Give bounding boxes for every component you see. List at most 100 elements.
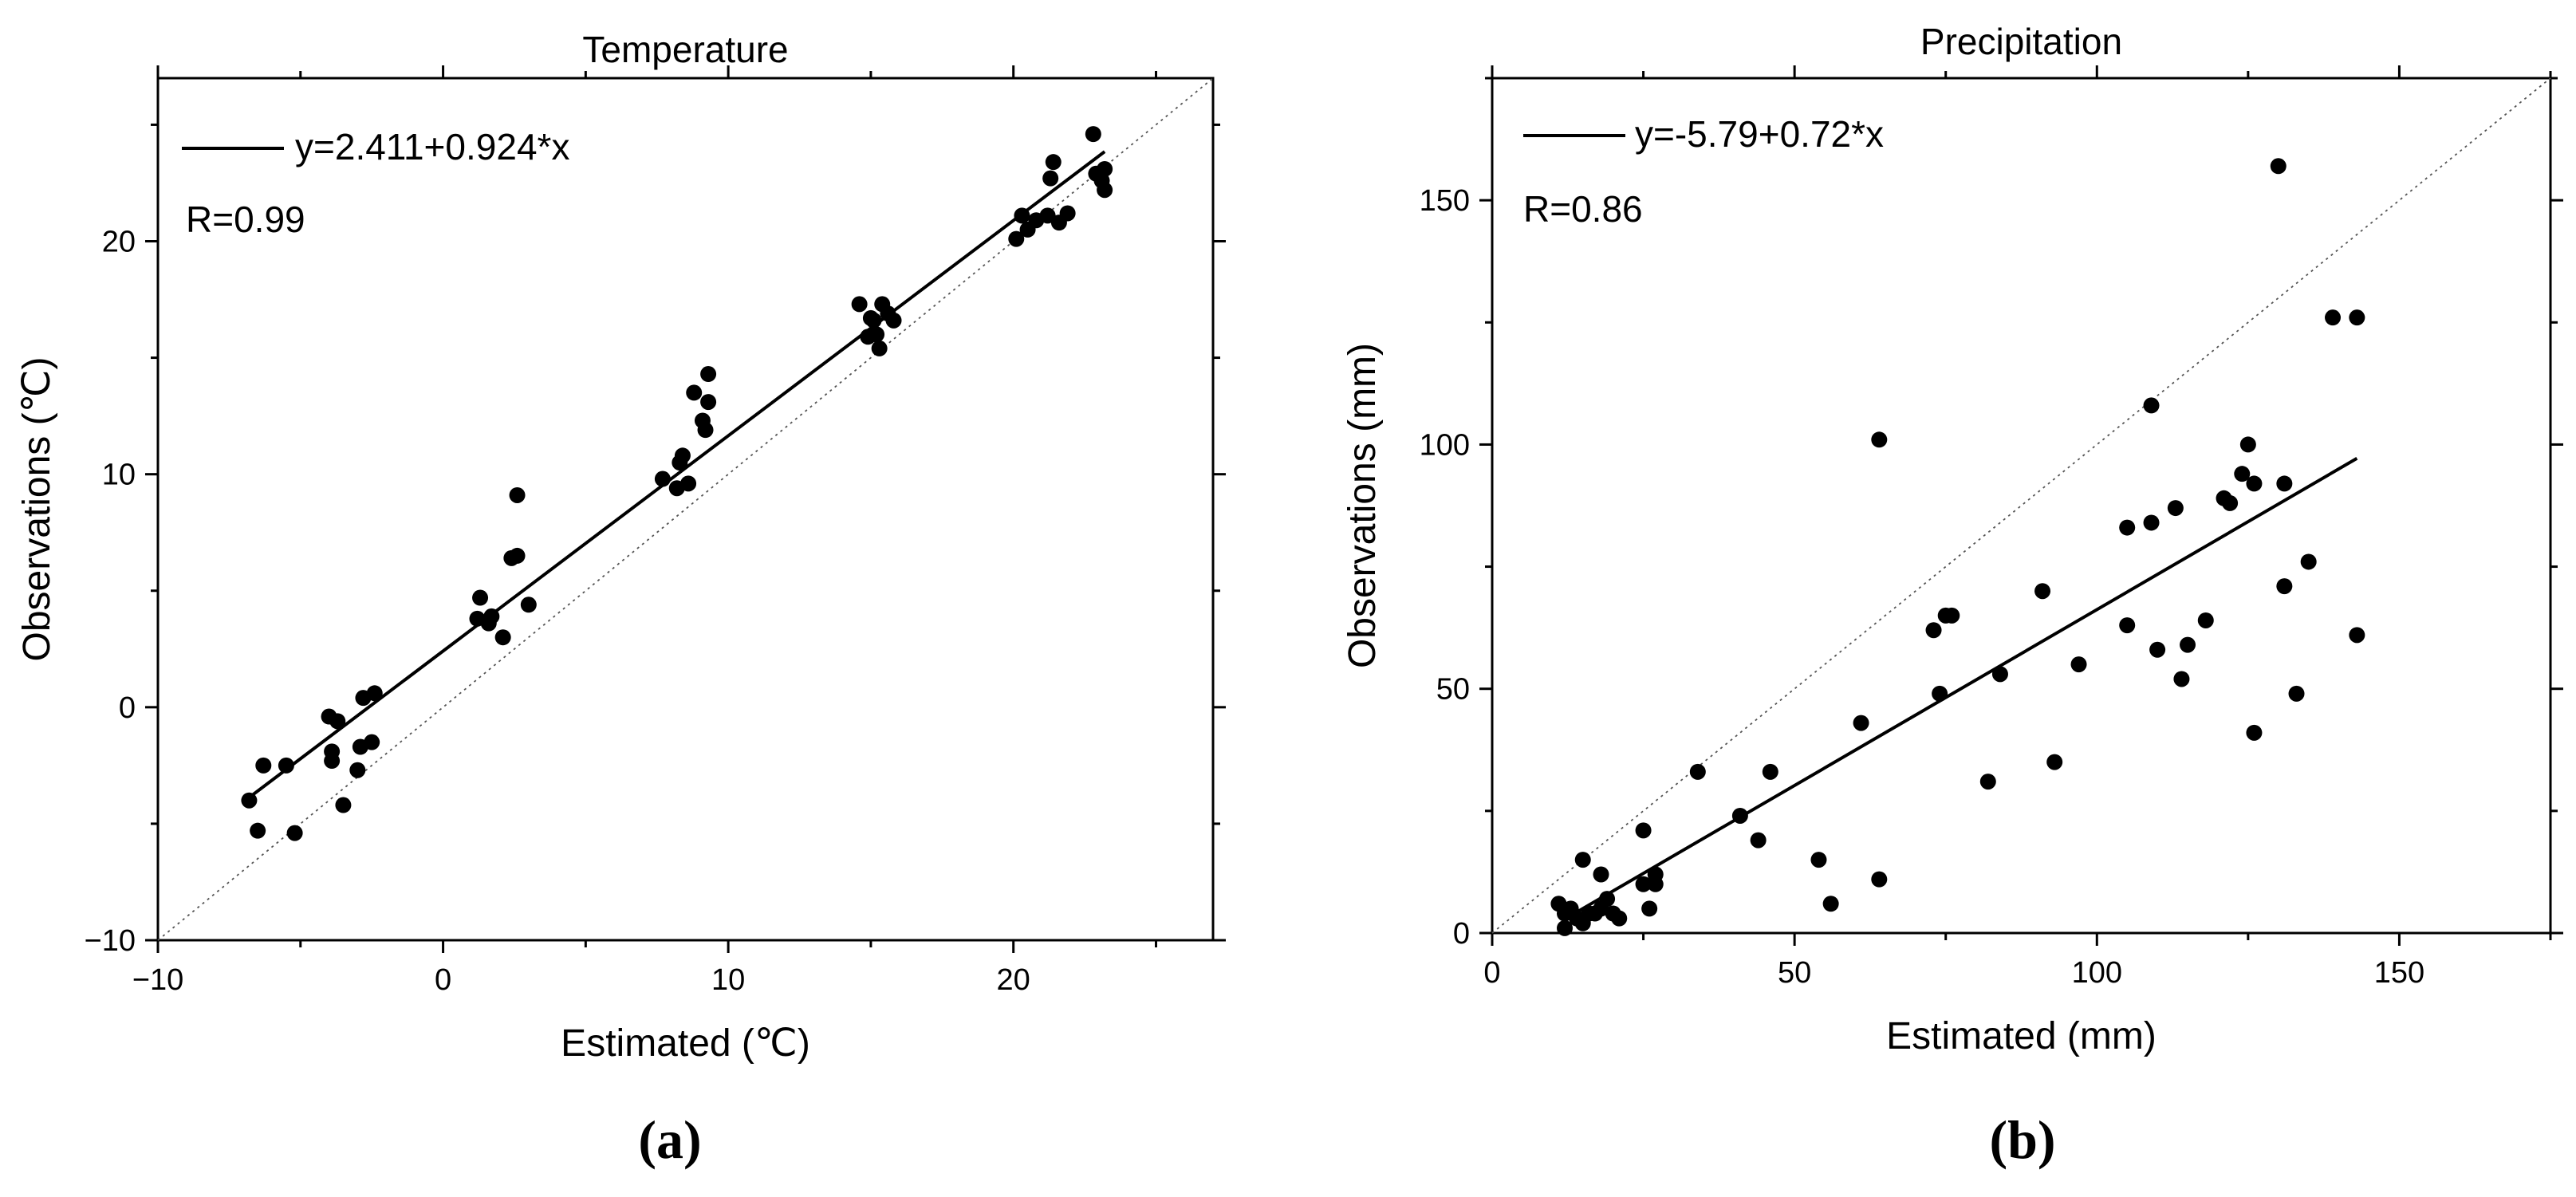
data-point: [2300, 553, 2317, 570]
data-point: [1689, 763, 1706, 780]
data-point: [472, 589, 489, 606]
data-point: [1932, 685, 1948, 702]
reference-line-1to1: [157, 77, 1214, 941]
data-point: [1593, 866, 1609, 883]
data-point: [1097, 182, 1113, 199]
legend-fit-label: y=2.411+0.924*x: [295, 126, 569, 167]
y-tick-label: 0: [119, 691, 136, 725]
data-point: [680, 475, 697, 492]
data-point: [364, 734, 380, 750]
data-point: [2149, 641, 2166, 658]
data-point: [1822, 896, 1839, 912]
x-tick-label: 50: [1778, 956, 1811, 990]
fit-line: [1563, 457, 2358, 921]
y-tick-label: 10: [102, 459, 136, 492]
data-point: [686, 384, 703, 401]
plot-frame: [156, 77, 1215, 942]
data-point: [2167, 500, 2184, 517]
data-point: [2034, 583, 2051, 600]
data-point: [1635, 822, 1652, 839]
data-point: [1085, 126, 1101, 143]
data-point: [674, 447, 691, 464]
data-point: [509, 486, 526, 503]
data-point: [2119, 617, 2136, 634]
data-point: [241, 792, 258, 809]
chart-title: Precipitation: [1920, 21, 2122, 62]
data-point: [250, 822, 266, 839]
data-point: [494, 629, 511, 646]
data-point: [2246, 724, 2263, 741]
data-point: [1556, 919, 1573, 936]
data-point: [851, 296, 868, 313]
y-tick-label: 0: [1453, 917, 1470, 951]
data-point: [2239, 436, 2256, 453]
data-point: [349, 762, 366, 778]
data-point: [654, 471, 671, 487]
data-point: [1750, 832, 1767, 849]
y-tick-label: 100: [1420, 428, 1470, 462]
data-point: [520, 597, 537, 613]
plot-frame: [1491, 77, 2552, 935]
data-point: [278, 757, 294, 774]
data-point: [1641, 900, 1658, 917]
data-point: [1925, 622, 1942, 639]
data-point: [1762, 763, 1778, 780]
data-point: [286, 825, 303, 841]
x-tick-label: 10: [711, 963, 745, 997]
x-tick-label: 0: [1483, 956, 1500, 990]
data-point: [1042, 170, 1059, 187]
data-point: [1647, 866, 1664, 883]
data-point: [1599, 891, 1616, 908]
data-point: [865, 312, 882, 329]
data-point: [483, 608, 500, 624]
data-point: [1979, 774, 1996, 790]
reference-line-1to1: [1491, 77, 2551, 934]
data-point: [1611, 910, 1628, 927]
data-point: [2270, 158, 2286, 175]
data-point: [2197, 612, 2214, 628]
panel-precipitation: 0 50 100 150 0 50 100 150 y=-5.79+0.72*x R=0.86 Pr…: [1341, 21, 2563, 1170]
panel-label: (b): [1989, 1109, 2055, 1170]
y-tick-label: 50: [1436, 673, 1470, 707]
correlation-label: R=0.99: [186, 199, 305, 240]
data-point: [2070, 656, 2087, 673]
y-axis-label: Observations (℃): [16, 356, 58, 661]
data-point: [335, 797, 352, 813]
data-point: [1059, 205, 1076, 222]
legend-fit-label: y=-5.79+0.72*x: [1635, 113, 1884, 155]
data-point: [2349, 309, 2365, 326]
data-point: [2276, 475, 2293, 492]
fit-line: [248, 150, 1106, 799]
panel-label: (a): [638, 1109, 701, 1170]
data-point: [509, 547, 526, 564]
data-point: [2349, 627, 2365, 644]
x-tick-label: 0: [435, 963, 451, 997]
data-point: [871, 340, 888, 356]
y-tick-label: 20: [102, 226, 136, 259]
x-tick-label: 150: [2374, 956, 2424, 990]
data-point: [1871, 431, 1888, 448]
x-axis-label: Estimated (mm): [1886, 1015, 2157, 1057]
y-tick-label: −10: [85, 924, 136, 958]
data-point: [1097, 160, 1113, 177]
x-tick-label: 20: [997, 963, 1030, 997]
data-point: [329, 713, 346, 730]
y-axis-label: Observations (mm): [1341, 343, 1384, 668]
data-point: [2143, 514, 2160, 531]
correlation-label: R=0.86: [1523, 188, 1643, 230]
data-point: [1008, 230, 1025, 247]
data-point: [885, 312, 902, 329]
data-point: [1944, 607, 1960, 624]
data-point: [1853, 715, 1869, 731]
data-point: [255, 757, 272, 774]
data-point: [2173, 671, 2190, 687]
data-point: [1991, 666, 2008, 683]
panel-temperature: −10 0 10 20 −10 0 10 20 y=2.411+0.924*x R=0.99 Tem…: [16, 29, 1226, 1170]
data-point: [2276, 578, 2293, 595]
data-point: [700, 394, 717, 411]
data-point: [1014, 207, 1030, 224]
data-point: [2325, 309, 2342, 326]
data-point: [1045, 154, 1062, 171]
x-axis-label: Estimated (℃): [561, 1022, 810, 1065]
